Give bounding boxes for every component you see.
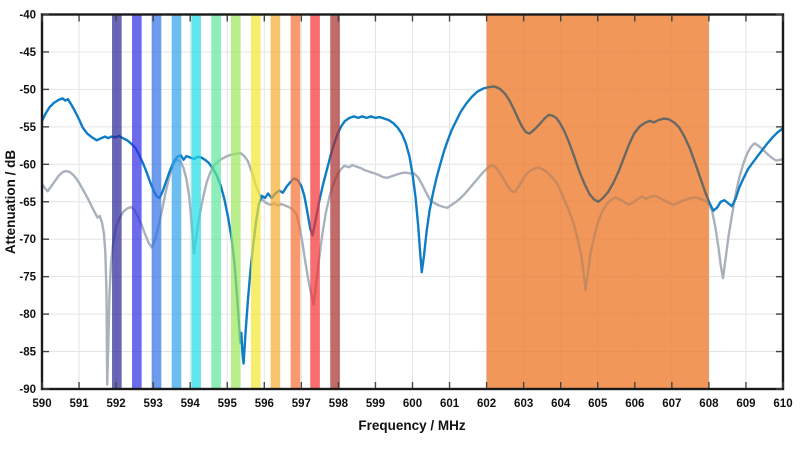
x-tick-label: 601 — [440, 398, 460, 410]
frequency-band — [290, 14, 301, 389]
x-tick-label: 610 — [773, 398, 792, 410]
x-tick-label: 606 — [625, 398, 644, 410]
plot-frame — [40, 13, 785, 391]
x-tick-label: 595 — [218, 398, 238, 410]
x-tick-label: 607 — [662, 398, 681, 410]
x-tick-label: 602 — [477, 398, 496, 410]
x-tick-label: 592 — [107, 398, 126, 410]
frequency-band — [112, 14, 122, 389]
y-tick-label: -40 — [19, 10, 36, 22]
x-tick-label: 593 — [144, 398, 163, 410]
x-tick-label: 604 — [551, 398, 571, 410]
x-axis-title: Frequency / MHz — [358, 418, 466, 433]
x-tick-label: 609 — [736, 398, 755, 410]
frequency-band — [171, 14, 182, 389]
x-tick-label: 605 — [588, 398, 608, 410]
x-tick-label: 598 — [329, 398, 349, 410]
x-tick-label: 594 — [181, 398, 201, 410]
x-tick-label: 591 — [69, 398, 89, 410]
y-tick-label: -70 — [19, 234, 36, 246]
frequency-band — [310, 14, 320, 389]
x-tick-label: 603 — [514, 398, 533, 410]
frequency-band — [270, 14, 281, 389]
y-tick-label: -45 — [19, 47, 36, 59]
y-tick-label: -80 — [19, 309, 36, 321]
x-tick-label: 600 — [403, 398, 422, 410]
y-tick-label: -85 — [19, 347, 36, 359]
y-tick-label: -60 — [19, 159, 36, 171]
y-tick-label: -50 — [19, 84, 36, 96]
y-tick-label: -65 — [19, 197, 36, 209]
frequency-band — [330, 14, 340, 389]
y-tick-label: -90 — [19, 384, 36, 396]
frequency-band — [250, 14, 261, 389]
frequency-band — [151, 14, 162, 389]
y-tick-label: -55 — [19, 122, 36, 134]
x-tick-label: 596 — [255, 398, 274, 410]
frequency-band — [191, 14, 201, 389]
x-tick-label: 597 — [292, 398, 311, 410]
x-tick-label: 590 — [32, 398, 51, 410]
frequency-band — [211, 14, 221, 389]
x-tick-label: 608 — [699, 398, 719, 410]
frequency-band — [132, 14, 142, 389]
frequency-band — [230, 14, 241, 389]
y-axis-title: Attenuation / dB — [3, 150, 18, 254]
x-tick-label: 599 — [366, 398, 385, 410]
y-tick-label: -75 — [19, 272, 36, 284]
